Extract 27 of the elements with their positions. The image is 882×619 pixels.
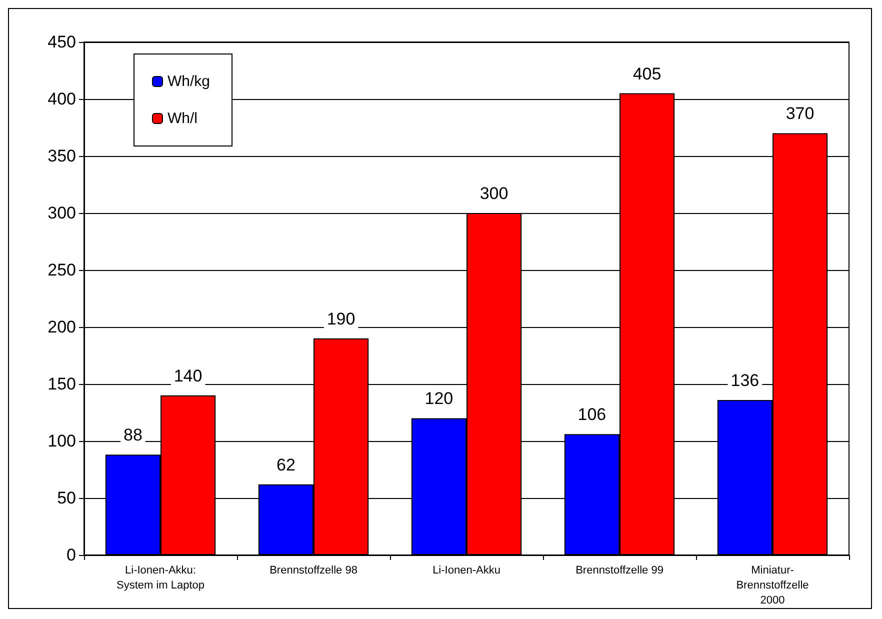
- data-label: 62: [276, 455, 296, 474]
- y-tick-label: 0: [66, 546, 76, 564]
- data-label: 140: [174, 366, 202, 386]
- data-label: 136: [730, 370, 760, 390]
- data-label: 120: [424, 389, 454, 408]
- y-tick-label: 50: [57, 488, 76, 508]
- y-tick-label: 300: [48, 204, 76, 222]
- data-label: 405: [632, 64, 662, 84]
- legend-label: Wh/l: [168, 110, 198, 127]
- data-label: 106: [578, 405, 606, 424]
- y-tick-label: 350: [48, 146, 76, 166]
- x-tick-label: Miniatur- Brennstoffzelle 2000: [736, 564, 809, 606]
- legend-label: Wh/kg: [168, 73, 210, 90]
- y-tick-label: 450: [48, 32, 76, 52]
- x-tick-label: Li-Ionen-Akku: System im Laptop: [116, 564, 205, 592]
- x-tick-label: Brennstoffzelle 99: [576, 564, 664, 576]
- data-label: 370: [786, 104, 814, 124]
- data-label: 190: [326, 309, 356, 328]
- data-label: 300: [480, 184, 508, 203]
- y-tick-label: 150: [48, 374, 76, 394]
- y-tick-label: 400: [48, 90, 76, 108]
- y-tick-label: 100: [48, 432, 76, 450]
- y-tick-label: 250: [48, 260, 76, 280]
- data-label: 88: [124, 426, 142, 445]
- y-tick-label: 200: [48, 318, 76, 336]
- x-tick-label: Brennstoffzelle 98: [270, 564, 358, 576]
- x-tick-label: Li-Ionen-Akku: [432, 564, 500, 576]
